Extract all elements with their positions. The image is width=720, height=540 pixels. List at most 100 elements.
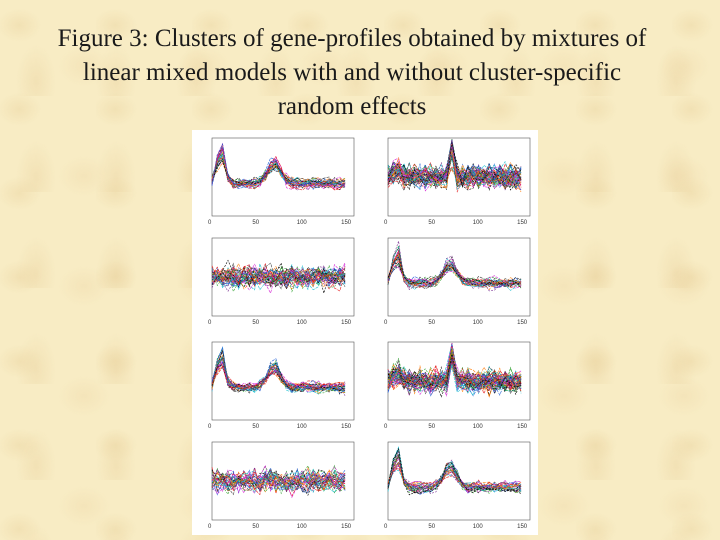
gene-profile-line — [387, 448, 522, 496]
panel-plot-svg — [211, 137, 355, 217]
gene-profile-line — [211, 156, 346, 187]
cluster-panel-1: 0 50 100 150 — [192, 132, 360, 226]
gene-profile-line — [387, 142, 522, 191]
gene-profile-line — [211, 356, 346, 392]
gene-profile-line — [387, 343, 522, 398]
x-tick-label: 50 — [428, 524, 436, 530]
gene-profile-line — [211, 355, 346, 392]
gene-profile-line — [211, 358, 346, 392]
x-tick-label: 0 — [384, 320, 388, 326]
gene-profile-line — [387, 246, 522, 291]
gene-profile-line — [211, 466, 346, 490]
gene-profile-line — [387, 145, 522, 186]
gene-profile-line — [387, 140, 522, 190]
cluster-profiles-figure: 0 50 100 150 0 50 100 150 0 50 100 150 0 50 100 150 … — [192, 130, 538, 535]
gene-profile-line — [211, 365, 346, 391]
gene-profile-line — [387, 146, 522, 188]
gene-profile-line — [211, 346, 346, 394]
gene-profile-line — [387, 358, 522, 396]
gene-profile-line — [387, 463, 522, 491]
gene-profile-line — [211, 146, 346, 190]
gene-profile-line — [211, 266, 346, 288]
x-tick-label: 50 — [252, 320, 260, 326]
gene-profile-line — [211, 469, 346, 491]
gene-profile-line — [211, 365, 346, 389]
gene-profile-line — [211, 357, 346, 391]
x-tick-label: 150 — [341, 220, 352, 226]
gene-profile-line — [387, 353, 522, 390]
gene-profile-line — [211, 160, 346, 186]
x-tick-label: 100 — [472, 424, 483, 430]
x-tick-label: 100 — [296, 524, 307, 530]
gene-profile-line — [211, 350, 346, 392]
gene-profile-line — [211, 263, 346, 287]
gene-profile-line — [211, 469, 346, 493]
panel-plot-svg — [387, 137, 531, 217]
gene-profile-line — [387, 143, 522, 189]
x-tick-label: 50 — [252, 424, 260, 430]
gene-profile-line — [211, 153, 346, 188]
cluster-panel-7: 0 50 100 150 — [192, 436, 360, 530]
gene-profile-line — [211, 356, 346, 393]
slide-title: Figure 3: Clusters of gene-profiles obta… — [10, 22, 694, 124]
title-line-2: linear mixed models with and without clu… — [82, 59, 622, 86]
gene-profile-line — [211, 143, 346, 191]
gene-profile-line — [387, 154, 522, 187]
x-tick-label: 150 — [517, 320, 528, 326]
x-tick-label: 150 — [517, 424, 528, 430]
gene-profile-line — [211, 471, 346, 492]
gene-profile-line — [387, 241, 522, 292]
gene-profile-line — [387, 145, 522, 190]
gene-profile-line — [211, 465, 346, 495]
gene-profile-line — [211, 470, 346, 494]
panel-plot-svg — [387, 341, 531, 421]
x-tick-label: 0 — [384, 220, 388, 226]
gene-profile-line — [387, 262, 522, 286]
x-tick-label: 0 — [208, 220, 212, 226]
x-tick-label: 50 — [428, 424, 436, 430]
cluster-panel-5: 0 50 100 150 — [192, 336, 360, 430]
gene-profile-line — [387, 457, 522, 494]
gene-profile-line — [387, 143, 522, 190]
plot-frame — [211, 137, 355, 217]
panel-plot-svg — [211, 341, 355, 421]
gene-profile-line — [211, 362, 346, 389]
x-tick-label: 0 — [384, 524, 388, 530]
gene-profile-line — [211, 267, 346, 286]
cluster-panel-2: 0 50 100 150 — [368, 132, 536, 226]
x-tick-label: 100 — [472, 220, 483, 226]
gene-profile-line — [211, 265, 346, 285]
gene-profile-line — [387, 448, 522, 495]
gene-profile-line — [387, 249, 522, 289]
gene-profile-line — [211, 262, 346, 288]
x-tick-label: 50 — [428, 320, 436, 326]
cluster-panel-8: 0 50 100 150 — [368, 436, 536, 530]
x-tick-label: 50 — [428, 220, 436, 226]
cluster-panel-4: 0 50 100 150 — [368, 232, 536, 326]
gene-profile-line — [211, 469, 346, 489]
title-line-1: Figure 3: Clusters of gene-profiles obta… — [57, 25, 647, 52]
x-tick-label: 100 — [472, 524, 483, 530]
gene-profile-line — [387, 361, 522, 387]
gene-profile-line — [211, 267, 346, 285]
gene-profile-line — [211, 468, 346, 493]
gene-profile-line — [387, 154, 522, 192]
x-tick-label: 150 — [341, 424, 352, 430]
gene-profile-line — [211, 468, 346, 493]
x-tick-label: 150 — [517, 220, 528, 226]
gene-profile-line — [387, 252, 522, 289]
gene-profile-line — [211, 264, 346, 292]
gene-profile-line — [387, 355, 522, 390]
gene-profile-line — [387, 465, 522, 489]
gene-profile-line — [387, 455, 522, 492]
cluster-panel-6: 0 50 100 150 — [368, 336, 536, 430]
panel-plot-svg — [387, 237, 531, 317]
x-tick-label: 100 — [296, 424, 307, 430]
gene-profile-line — [211, 266, 346, 291]
gene-profile-line — [211, 468, 346, 493]
gene-profile-line — [211, 472, 346, 492]
gene-profile-line — [387, 256, 522, 287]
gene-profile-line — [211, 268, 346, 290]
gene-profile-line — [387, 359, 522, 395]
x-tick-label: 100 — [296, 320, 307, 326]
